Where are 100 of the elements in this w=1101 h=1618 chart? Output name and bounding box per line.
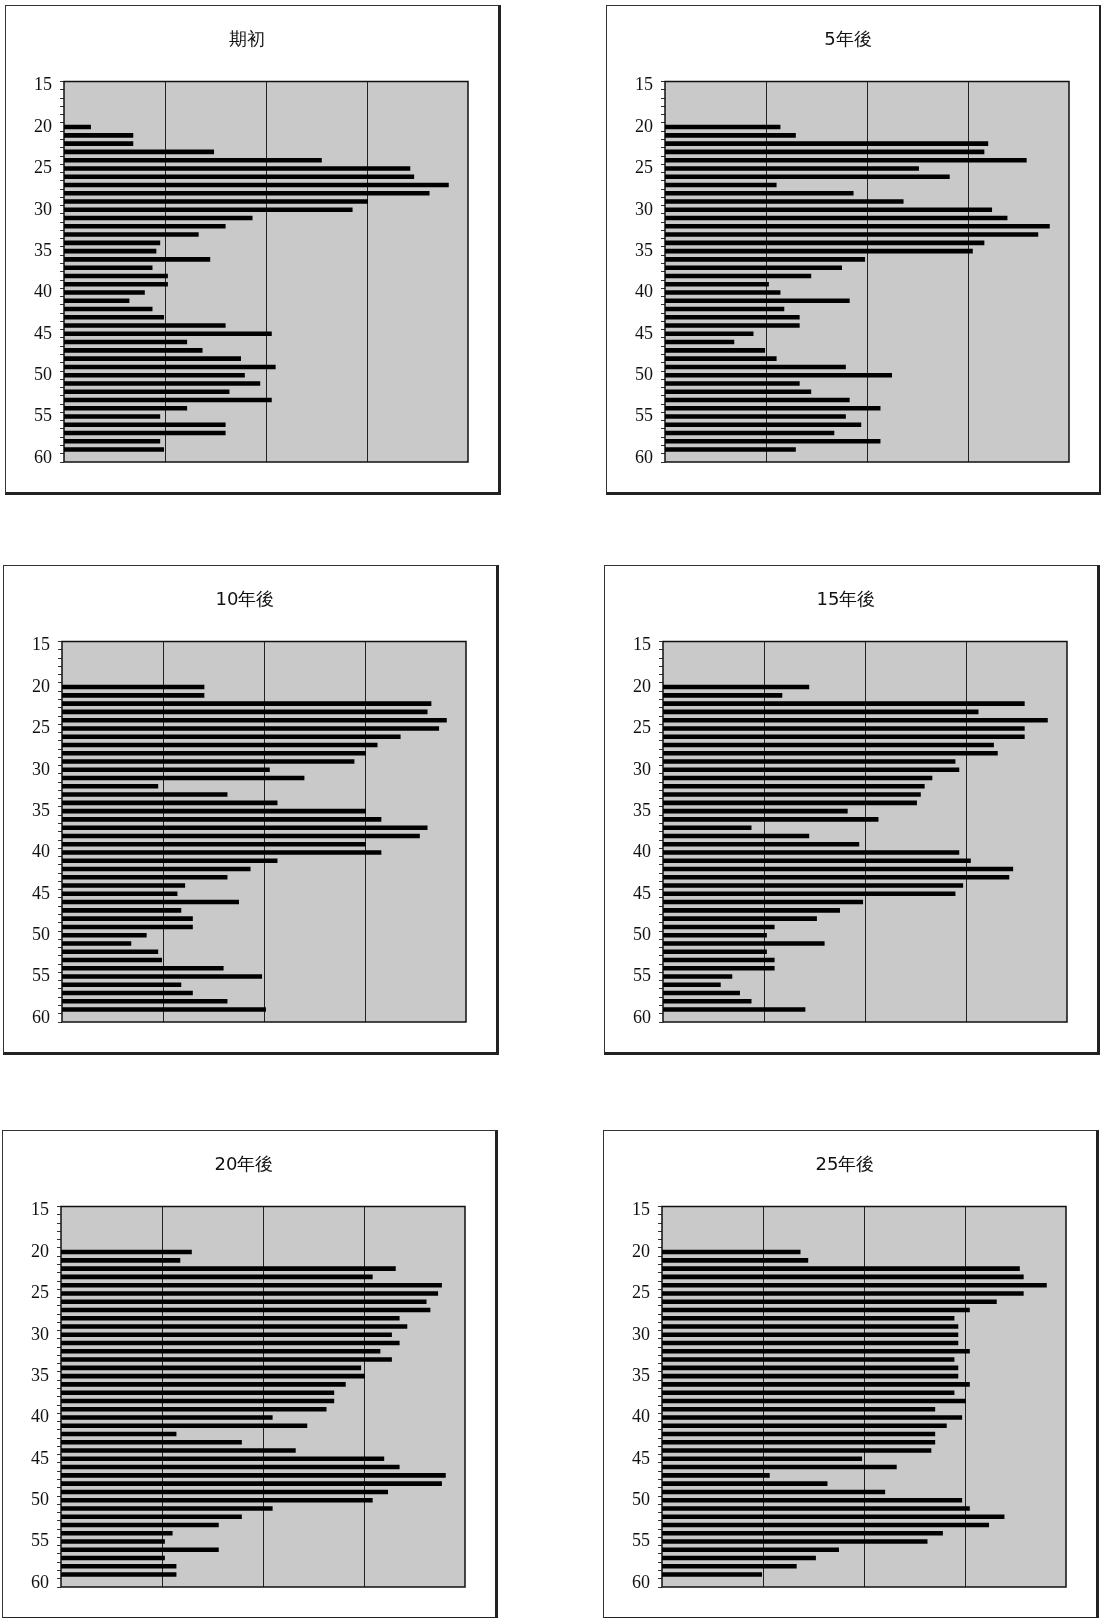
bar [665,141,989,146]
bar [62,750,366,756]
bar [62,693,205,698]
bar [663,734,1025,739]
bar [61,1448,296,1453]
y-tick-label: 40 [32,841,50,862]
bar [662,1539,928,1544]
bar [663,908,840,913]
bar [64,174,415,179]
bar [662,1315,955,1321]
bar [62,875,228,880]
y-tick-label: 45 [633,882,651,903]
bar [662,1440,936,1445]
y-tick-label: 60 [32,1006,50,1027]
bar [663,784,925,789]
bar [662,1473,770,1478]
y-tick-label: 45 [632,1447,650,1468]
bar [665,257,866,262]
y-tick-label: 60 [31,1571,49,1592]
bar [61,1324,408,1329]
bar [663,693,783,698]
bar [62,784,159,789]
y-tick-label: 25 [632,1282,650,1303]
y-tick-label: 25 [34,157,52,178]
bar [663,974,733,979]
bar [62,883,186,888]
y-tick-label: 30 [34,198,52,219]
y-tick-label: 45 [635,322,653,343]
y-tick-label: 30 [632,1323,650,1344]
bar [663,941,825,946]
bar [61,1299,427,1304]
bar [662,1415,963,1420]
bar [662,1266,1020,1271]
bar [665,439,881,444]
bar [62,817,382,822]
bar [662,1448,932,1453]
y-tick-label: 45 [34,322,52,343]
y-tick-label: 55 [32,965,50,986]
y-tick-label: 55 [633,965,651,986]
bar [62,1007,266,1012]
bar [61,1349,381,1354]
bar [665,174,950,179]
y-tick-label: 50 [635,363,653,384]
y-tick-label: 35 [632,1364,650,1385]
bar [64,447,165,452]
bar [61,1415,273,1420]
bar [61,1506,273,1511]
bar [64,439,161,444]
chart-title: 15年後 [816,588,876,610]
bar [663,999,752,1004]
bar [64,265,153,270]
bar [662,1299,997,1304]
bar [61,1440,242,1445]
bar [61,1357,392,1362]
y-tick-label: 55 [34,405,52,426]
bar [62,965,224,971]
y-tick-label: 35 [31,1364,49,1385]
bar [663,792,921,797]
y-tick-label: 55 [632,1530,650,1551]
y-tick-label: 15 [32,634,50,655]
bar [663,883,964,888]
bar [64,133,134,138]
y-tick-label: 30 [32,758,50,779]
bar [665,381,800,386]
y-tick-label: 20 [34,115,52,136]
bar [62,908,182,913]
bar [61,1564,177,1569]
bar [662,1382,970,1387]
bar [662,1423,947,1429]
bar [64,190,430,196]
chart-title: 20年後 [214,1153,274,1175]
bar [665,414,846,419]
y-tick-label: 35 [633,799,651,820]
y-tick-label: 45 [31,1447,49,1468]
bar [61,1572,177,1577]
y-tick-label: 50 [31,1488,49,1509]
bar [665,190,854,196]
bar [62,916,193,921]
y-tick-label: 15 [635,74,653,95]
chart-title: 25年後 [815,1153,875,1175]
bar [64,141,134,146]
bar [62,941,132,946]
y-tick-label: 30 [633,758,651,779]
bar [62,949,159,954]
bar [663,965,775,971]
y-tick-label: 40 [635,281,653,302]
y-tick-label: 25 [635,157,653,178]
bar [662,1481,828,1486]
bar [62,974,263,979]
bar [665,298,850,304]
bar [62,701,432,706]
bar [665,348,766,353]
y-tick-label: 50 [633,923,651,944]
y-tick-label: 40 [31,1406,49,1427]
bar [62,792,228,797]
bar [662,1530,943,1536]
bar [665,356,777,361]
bar [61,1530,173,1536]
bar [663,850,960,855]
y-tick-label: 35 [32,799,50,820]
